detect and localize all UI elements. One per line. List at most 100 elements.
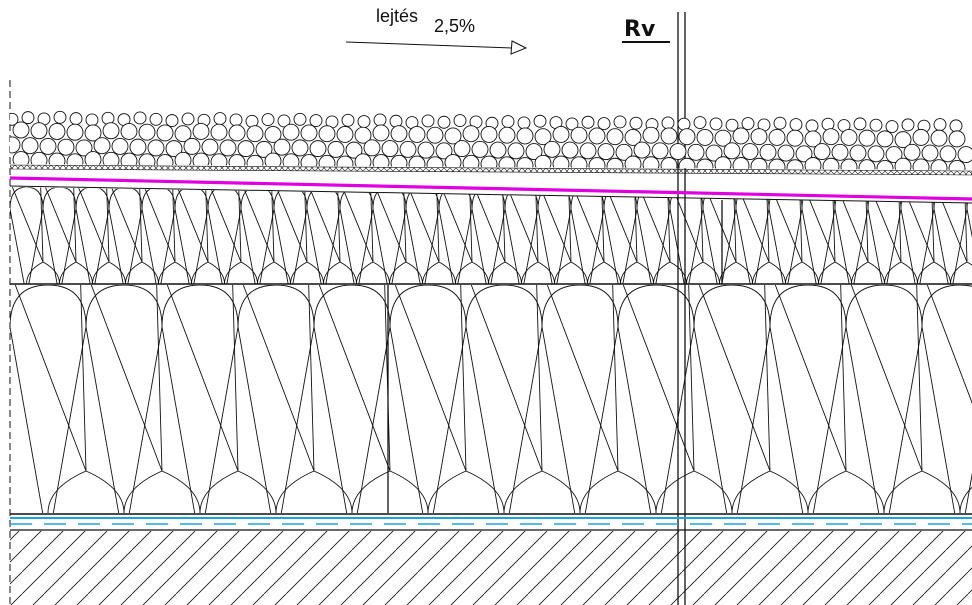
gravel-pebble — [597, 143, 615, 161]
gravel-pebble — [876, 130, 894, 148]
insulation-hatch — [669, 187, 704, 284]
insulation-hatch — [933, 187, 968, 284]
insulation-hatch — [541, 285, 619, 513]
gravel-pebble — [354, 126, 372, 144]
gravel-pebble — [912, 158, 930, 170]
gravel-pebble — [858, 129, 876, 147]
gravel-pebble — [85, 113, 99, 127]
insulation-hatch — [636, 187, 671, 284]
gravel-pebble — [822, 128, 840, 146]
concrete-slab — [10, 531, 972, 605]
gravel-pebble — [84, 151, 102, 169]
gravel-pebble — [363, 139, 381, 157]
gravel-pebble — [930, 129, 948, 147]
gravel-pebble — [759, 143, 777, 161]
gravel-pebble — [66, 123, 84, 141]
insulation-hatch — [622, 285, 733, 513]
insulation-hatch — [207, 187, 242, 284]
gravel-pebble — [786, 129, 804, 147]
insulation-hatch — [770, 187, 819, 284]
gravel-pebble — [678, 157, 696, 170]
gravel-pebble — [949, 119, 963, 133]
gravel-pebble — [30, 122, 48, 140]
gravel-pebble — [390, 125, 408, 143]
gravel-pebble — [661, 116, 675, 130]
insulation-hatch — [90, 285, 201, 513]
gravel-pebble — [471, 140, 489, 158]
gravel-pebble — [437, 115, 451, 129]
gravel-pebble — [261, 113, 275, 127]
gravel-pebble — [453, 140, 471, 158]
insulation-hatch — [504, 187, 539, 284]
insulation-hatch — [702, 187, 737, 284]
gravel-pebble — [291, 139, 309, 157]
gravel-pebble — [165, 114, 179, 128]
base-insulation-layer — [10, 285, 972, 513]
gravel-pebble — [228, 124, 246, 142]
gravel-pebble — [957, 146, 972, 164]
insulation-hatch — [176, 187, 225, 284]
gravel-pebble — [624, 128, 642, 146]
gravel-pebble — [381, 140, 399, 158]
gravel-pebble — [660, 127, 678, 145]
gravel-pebble — [255, 140, 273, 158]
gravel-pebble — [813, 143, 831, 161]
insulation-hatch — [921, 285, 972, 513]
sloped-insulation-layer — [10, 187, 972, 284]
gravel-pebble — [282, 123, 300, 141]
slope-value: 2,5% — [434, 16, 475, 36]
gravel-pebble — [341, 113, 355, 127]
gravel-pebble — [786, 159, 804, 170]
gravel-pebble — [75, 139, 93, 157]
insulation-hatch — [537, 187, 572, 284]
insulation-hatch — [44, 187, 93, 284]
gravel-pebble — [597, 117, 611, 131]
gravel-pebble — [588, 127, 606, 145]
insulation-hatch — [77, 187, 126, 284]
slope-arrowhead — [510, 40, 528, 55]
insulation-hatch — [405, 187, 440, 284]
insulation-hatch — [926, 285, 972, 513]
insulation-hatch — [698, 285, 809, 513]
gravel-pebble — [309, 140, 327, 158]
gravel-pebble — [174, 125, 192, 143]
gravel-pebble — [606, 128, 624, 146]
gravel-pebble — [901, 118, 915, 132]
gravel-pebble — [426, 126, 444, 144]
gravel-pebble — [805, 119, 819, 133]
insulation-hatch — [306, 187, 341, 284]
gravel-pebble — [507, 142, 525, 160]
insulation-hatch — [572, 187, 621, 284]
gravel-pebble — [516, 127, 534, 145]
gravel-pebble — [768, 128, 786, 146]
insulation-hatch — [161, 285, 239, 513]
gravel-pebble — [273, 138, 291, 156]
gravel-pebble — [435, 142, 453, 160]
insulation-hatch — [275, 187, 324, 284]
gravel-pebble — [10, 112, 19, 126]
waterproofing-membrane — [10, 176, 972, 201]
insulation-hatch — [339, 187, 374, 284]
insulation-hatch — [273, 187, 308, 284]
insulation-hatch — [617, 285, 695, 513]
gravel-pebble — [822, 157, 840, 170]
gravel-pebble — [181, 112, 195, 126]
gravel-pebble — [741, 117, 755, 131]
gravel-pebble — [336, 125, 354, 143]
insulation-hatch — [471, 187, 506, 284]
gravel-pebble — [565, 117, 579, 131]
insulation-hatch — [318, 285, 429, 513]
gravel-pebble — [921, 144, 939, 162]
gravel-pebble — [849, 144, 867, 162]
gravel-pebble — [629, 116, 643, 130]
gravel-pebble — [939, 145, 957, 163]
gravel-pebble — [444, 154, 462, 170]
gravel-pebble — [480, 125, 498, 143]
gravel-pebble — [201, 138, 219, 156]
gravel-pebble — [93, 137, 111, 155]
insulation-hatch — [671, 187, 720, 284]
gravel-pebble — [750, 157, 768, 170]
gravel-pebble — [417, 141, 435, 159]
insulation-hatch — [638, 187, 687, 284]
